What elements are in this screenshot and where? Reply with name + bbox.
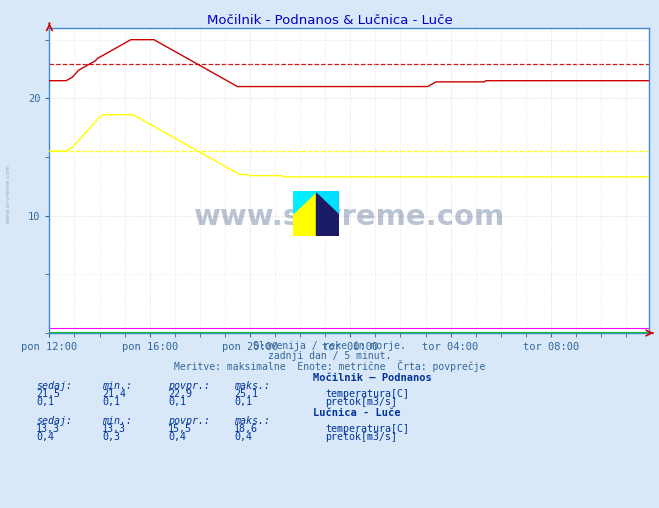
Text: 18,6: 18,6 bbox=[234, 424, 258, 434]
Text: 13,3: 13,3 bbox=[36, 424, 60, 434]
Text: maks.:: maks.: bbox=[234, 381, 270, 391]
Text: 0,1: 0,1 bbox=[36, 397, 54, 407]
Text: temperatura[C]: temperatura[C] bbox=[325, 424, 409, 434]
Text: 0,1: 0,1 bbox=[168, 397, 186, 407]
Text: 21,4: 21,4 bbox=[102, 389, 126, 399]
Text: Močilnik – Podnanos: Močilnik – Podnanos bbox=[313, 373, 432, 384]
Text: zadnji dan / 5 minut.: zadnji dan / 5 minut. bbox=[268, 351, 391, 361]
Text: 25,1: 25,1 bbox=[234, 389, 258, 399]
Text: sedaj:: sedaj: bbox=[36, 381, 72, 391]
Text: 0,4: 0,4 bbox=[168, 432, 186, 442]
Text: povpr.:: povpr.: bbox=[168, 381, 210, 391]
Text: povpr.:: povpr.: bbox=[168, 416, 210, 426]
Text: min.:: min.: bbox=[102, 416, 132, 426]
Text: Lučnica - Luče: Lučnica - Luče bbox=[313, 408, 401, 419]
Bar bbox=[293, 190, 316, 236]
Bar bbox=[316, 190, 339, 236]
Text: 0,4: 0,4 bbox=[234, 432, 252, 442]
Text: 0,1: 0,1 bbox=[102, 397, 120, 407]
Text: Slovenija / reke in morje.: Slovenija / reke in morje. bbox=[253, 341, 406, 352]
Text: 0,3: 0,3 bbox=[102, 432, 120, 442]
Text: 0,4: 0,4 bbox=[36, 432, 54, 442]
Text: 13,3: 13,3 bbox=[102, 424, 126, 434]
Text: www.si-vreme.com: www.si-vreme.com bbox=[194, 203, 505, 231]
Text: 15,5: 15,5 bbox=[168, 424, 192, 434]
Text: Meritve: maksimalne  Enote: metrične  Črta: povprečje: Meritve: maksimalne Enote: metrične Črta… bbox=[174, 360, 485, 372]
Polygon shape bbox=[316, 190, 339, 213]
Text: 0,1: 0,1 bbox=[234, 397, 252, 407]
Polygon shape bbox=[293, 190, 316, 213]
Text: maks.:: maks.: bbox=[234, 416, 270, 426]
Text: Močilnik - Podnanos & Lučnica - Luče: Močilnik - Podnanos & Lučnica - Luče bbox=[207, 14, 452, 27]
Text: min.:: min.: bbox=[102, 381, 132, 391]
Text: 22,9: 22,9 bbox=[168, 389, 192, 399]
Text: pretok[m3/s]: pretok[m3/s] bbox=[325, 432, 397, 442]
Text: 21,5: 21,5 bbox=[36, 389, 60, 399]
Text: www.si-vreme.com: www.si-vreme.com bbox=[5, 163, 11, 223]
Text: temperatura[C]: temperatura[C] bbox=[325, 389, 409, 399]
Text: pretok[m3/s]: pretok[m3/s] bbox=[325, 397, 397, 407]
Text: sedaj:: sedaj: bbox=[36, 416, 72, 426]
